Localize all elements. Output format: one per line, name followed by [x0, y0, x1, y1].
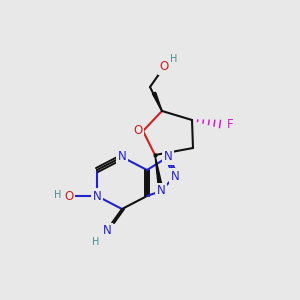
Text: N: N	[157, 184, 165, 197]
Text: O: O	[134, 124, 142, 137]
Text: N: N	[164, 151, 172, 164]
Text: O: O	[159, 61, 169, 74]
Text: H: H	[170, 54, 178, 64]
Text: H: H	[92, 237, 100, 247]
Text: N: N	[103, 224, 111, 238]
Polygon shape	[155, 155, 163, 191]
Text: O: O	[64, 190, 74, 202]
Text: H: H	[54, 190, 62, 200]
Text: N: N	[118, 151, 126, 164]
Text: N: N	[93, 190, 101, 202]
Polygon shape	[152, 92, 162, 111]
Text: N: N	[171, 169, 179, 182]
Text: F: F	[227, 118, 233, 131]
